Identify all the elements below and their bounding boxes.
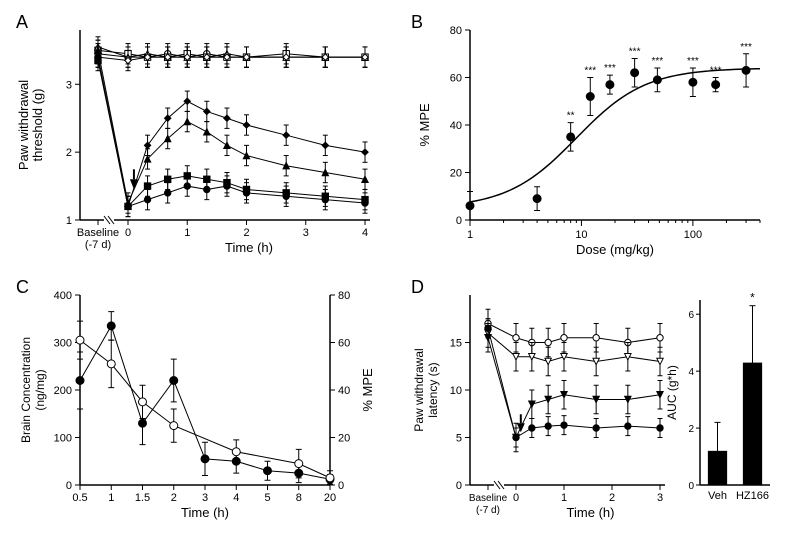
svg-text:8: 8	[296, 492, 302, 504]
svg-text:60: 60	[338, 338, 350, 350]
svg-text:Time (h): Time (h)	[567, 505, 615, 520]
svg-text:400: 400	[54, 290, 72, 302]
svg-text:60: 60	[450, 73, 462, 85]
svg-text:100: 100	[54, 433, 72, 445]
svg-text:AUC (g*h): AUC (g*h)	[665, 365, 679, 420]
svg-text:20: 20	[324, 492, 336, 504]
svg-text:***: ***	[740, 42, 752, 53]
svg-text:*: *	[750, 291, 755, 305]
svg-text:Brain Concentration: Brain Concentration	[19, 337, 33, 443]
panel-b: B 020406080110100% MPEDose (mg/kg)******…	[405, 10, 790, 265]
svg-text:Paw withdrawal: Paw withdrawal	[16, 80, 31, 170]
svg-text:(-7 d): (-7 d)	[476, 505, 500, 516]
svg-text:40: 40	[338, 385, 350, 397]
svg-text:0: 0	[125, 227, 131, 239]
svg-text:2: 2	[243, 227, 249, 239]
svg-text:Time (h): Time (h)	[225, 240, 273, 255]
svg-text:% MPE: % MPE	[417, 103, 432, 147]
svg-text:0: 0	[688, 481, 694, 492]
svg-text:1: 1	[467, 229, 473, 241]
svg-text:40: 40	[450, 120, 462, 132]
svg-text:6: 6	[688, 310, 694, 321]
svg-text:5: 5	[456, 433, 462, 445]
svg-text:***: ***	[604, 63, 616, 74]
panel-d-chart: 0 5 10 15 0 1 2 3 Baseline(-7 d) Paw withdrawalla…	[405, 275, 775, 525]
svg-text:3: 3	[66, 79, 72, 91]
svg-text:(ng/mg): (ng/mg)	[33, 369, 47, 410]
svg-text:2: 2	[609, 492, 615, 504]
svg-text:***: ***	[584, 66, 596, 77]
svg-text:1: 1	[66, 215, 72, 227]
panel-b-chart: 020406080110100% MPEDose (mg/kg)********…	[405, 10, 775, 260]
svg-text:0.5: 0.5	[72, 492, 87, 504]
svg-text:Baseline: Baseline	[77, 227, 119, 239]
svg-text:20: 20	[450, 168, 462, 180]
svg-text:0: 0	[456, 480, 462, 492]
svg-text:HZ166: HZ166	[736, 490, 769, 502]
svg-text:0: 0	[513, 492, 519, 504]
panel-d: D 0 5 10 15 0 1 2 3 Baseline(-7 d) Paw withdrawal…	[405, 275, 790, 530]
svg-text:300: 300	[54, 338, 72, 350]
panel-a: A 1 2 3 0 1 2 3 4 Baseline(-7 d) Paw withdrawalth…	[10, 10, 395, 265]
svg-text:4: 4	[233, 492, 239, 504]
svg-text:4: 4	[688, 367, 694, 378]
svg-text:0: 0	[456, 215, 462, 227]
svg-text:2: 2	[688, 424, 694, 435]
svg-text:***: ***	[687, 56, 699, 67]
svg-text:1: 1	[108, 492, 114, 504]
svg-text:3: 3	[657, 492, 663, 504]
panel-a-chart: 1 2 3 0 1 2 3 4 Baseline(-7 d) Paw withdrawalthre…	[10, 10, 380, 260]
svg-text:3: 3	[303, 227, 309, 239]
svg-text:Dose (mg/kg): Dose (mg/kg)	[576, 242, 654, 257]
svg-text:latency (s): latency (s)	[426, 362, 440, 417]
svg-text:4: 4	[362, 227, 368, 239]
figure-grid: A 12301234Baseline(-7 d)Paw withdrawalth…	[10, 10, 790, 529]
svg-text:1: 1	[561, 492, 567, 504]
svg-text:2: 2	[66, 147, 72, 159]
svg-text:20: 20	[338, 433, 350, 445]
svg-text:1.5: 1.5	[135, 492, 150, 504]
svg-text:2: 2	[171, 492, 177, 504]
svg-text:15: 15	[450, 338, 462, 350]
svg-text:Veh: Veh	[708, 490, 727, 502]
panel-c: C 01002003004000204060800.511.52345820Br…	[10, 275, 395, 530]
svg-text:% MPE: % MPE	[360, 368, 375, 412]
svg-text:80: 80	[338, 290, 350, 302]
svg-text:Baseline: Baseline	[469, 493, 508, 504]
svg-text:Time (h): Time (h)	[181, 505, 229, 520]
svg-text:0: 0	[66, 480, 72, 492]
svg-text:80: 80	[450, 25, 462, 37]
panel-a-label: A	[16, 12, 28, 33]
svg-text:Paw withdrawal: Paw withdrawal	[412, 348, 426, 431]
svg-text:200: 200	[54, 385, 72, 397]
svg-text:1: 1	[184, 227, 190, 239]
svg-text:10: 10	[575, 229, 587, 241]
svg-text:10: 10	[450, 385, 462, 397]
panel-c-label: C	[16, 277, 29, 298]
svg-text:***: ***	[710, 66, 722, 77]
svg-text:***: ***	[629, 47, 641, 58]
panel-b-label: B	[411, 12, 423, 33]
panel-c-chart: 01002003004000204060800.511.52345820Brai…	[10, 275, 380, 525]
panel-d-label: D	[411, 277, 424, 298]
svg-text:3: 3	[202, 492, 208, 504]
svg-text:0: 0	[338, 480, 344, 492]
svg-text:**: **	[567, 111, 575, 122]
svg-text:(-7 d): (-7 d)	[85, 239, 111, 251]
svg-text:threshold (g): threshold (g)	[30, 89, 45, 162]
svg-text:5: 5	[264, 492, 270, 504]
svg-text:***: ***	[652, 56, 664, 67]
svg-text:100: 100	[684, 229, 702, 241]
